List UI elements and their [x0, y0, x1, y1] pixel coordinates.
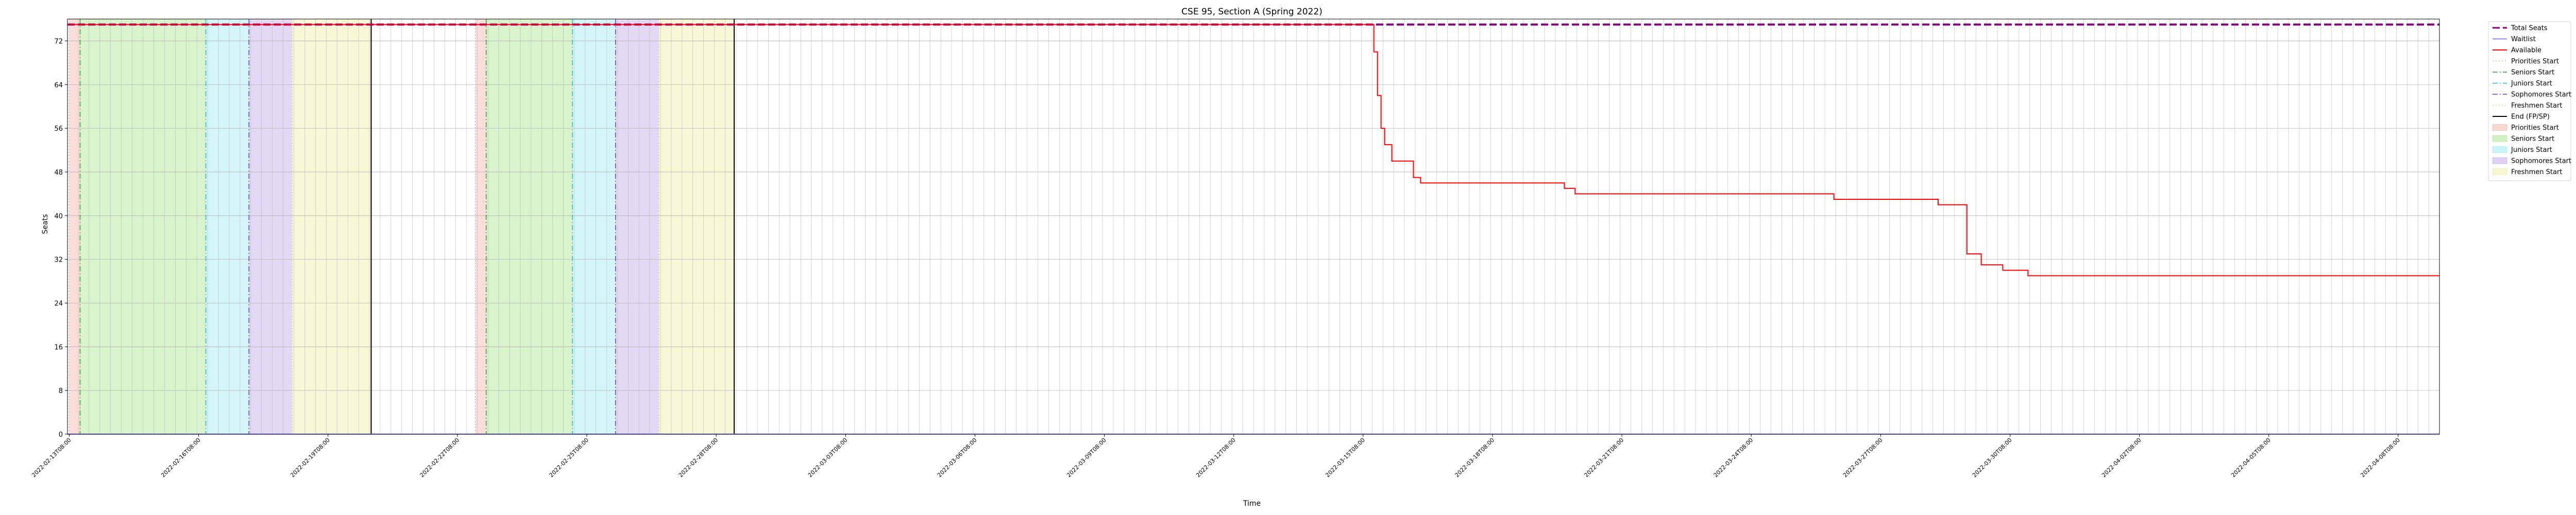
legend: Total Seats Waitlist Available Priorities S… [2488, 21, 2571, 181]
legend-entry-label: Priorities Start [2511, 58, 2559, 65]
shaded-region [572, 19, 616, 434]
legend-entry-label: Available [2511, 47, 2541, 55]
shaded-region [206, 19, 249, 434]
y-tick-label: 0 [59, 431, 63, 439]
shaded-region [249, 19, 292, 434]
legend-entry-label: Seniors Start [2511, 135, 2554, 143]
y-tick-label: 24 [54, 300, 63, 307]
series-line [67, 24, 2439, 277]
legend-entry-label: Juniors Start [2511, 80, 2552, 88]
y-tick-label: 40 [54, 213, 63, 220]
legend-entry-label: Waitlist [2511, 36, 2536, 43]
shaded-region [615, 19, 659, 434]
y-tick-label: 72 [54, 38, 63, 45]
shaded-region [486, 19, 573, 434]
shaded-region [69, 19, 80, 434]
legend-entry-label: Freshmen Start [2511, 168, 2562, 176]
plot-frame [67, 19, 2440, 435]
legend-entry-label: Juniors Start [2511, 146, 2552, 154]
legend-entry-label: Sophomores Start [2511, 158, 2571, 165]
y-tick-label: 32 [54, 256, 63, 264]
legend-entry-label: Freshmen Start [2511, 102, 2562, 110]
x-axis-label: Time [1243, 500, 1261, 508]
shaded-region [475, 19, 486, 434]
legend-box [2488, 21, 2571, 181]
legend-entry-label: Total Seats [2511, 25, 2548, 32]
shaded-region [292, 19, 371, 434]
legend-swatch [2492, 157, 2507, 164]
y-tick-label: 48 [54, 169, 63, 177]
legend-swatch [2492, 168, 2507, 175]
legend-swatch [2492, 146, 2507, 153]
legend-entry-label: Priorities Start [2511, 124, 2559, 132]
legend-entry-label: End (FP/SP) [2511, 113, 2550, 121]
legend-swatch [2492, 135, 2507, 142]
y-axis: 0 8 16 24 32 40 48 56 64 72 [54, 38, 67, 439]
grid-lines [67, 19, 2439, 435]
y-tick-label: 16 [54, 344, 63, 351]
shaded-region [658, 19, 735, 434]
y-axis-label: Seats [41, 214, 49, 234]
chart-title: CSE 95, Section A (Spring 2022) [1181, 7, 1323, 17]
event-lines [69, 19, 735, 434]
y-tick-label: 8 [59, 387, 63, 395]
legend-swatch [2492, 124, 2507, 131]
legend-entry-label: Seniors Start [2511, 69, 2554, 77]
y-tick-label: 56 [54, 125, 63, 133]
y-tick-label: 64 [54, 81, 63, 89]
legend-entry-label: Sophomores Start [2511, 91, 2571, 99]
